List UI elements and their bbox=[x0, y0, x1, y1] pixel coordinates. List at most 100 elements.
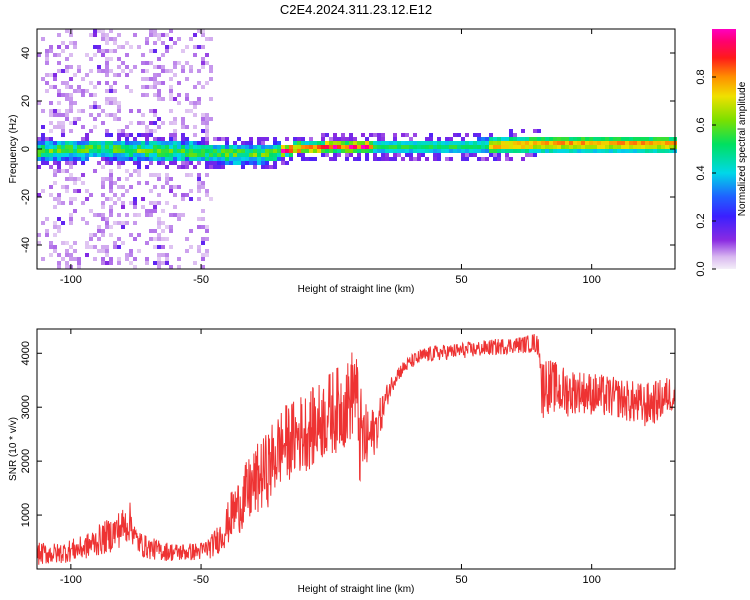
heatmap-cell bbox=[45, 81, 49, 85]
heatmap-cell bbox=[333, 149, 337, 153]
heatmap-cell bbox=[125, 53, 129, 57]
heatmap-cell bbox=[325, 141, 329, 145]
heatmap-cell bbox=[373, 149, 377, 153]
heatmap-cell bbox=[49, 49, 53, 53]
heatmap-cell bbox=[81, 161, 85, 165]
heatmap-cell bbox=[57, 193, 61, 197]
heatmap-cell bbox=[413, 133, 417, 137]
heatmap-cell bbox=[77, 109, 81, 113]
heatmap-cell bbox=[237, 153, 241, 157]
heatmap-cell bbox=[529, 153, 533, 157]
heatmap-cell bbox=[361, 133, 365, 137]
heatmap-cell bbox=[353, 137, 357, 141]
heatmap-cell bbox=[97, 29, 101, 33]
heatmap-cell bbox=[157, 117, 161, 121]
heatmap-cell bbox=[137, 161, 141, 165]
heatmap-cell bbox=[69, 101, 73, 105]
heatmap-cell bbox=[201, 181, 205, 185]
heatmap-cell bbox=[181, 125, 185, 129]
heatmap-cell bbox=[505, 157, 509, 161]
heatmap-cell bbox=[265, 161, 269, 165]
heatmap-cell bbox=[485, 137, 489, 141]
heatmap-cell bbox=[109, 189, 113, 193]
heatmap-cell bbox=[125, 137, 129, 141]
heatmap-cell bbox=[481, 145, 485, 149]
heatmap-cell bbox=[505, 141, 509, 145]
heatmap-cell bbox=[37, 193, 41, 197]
heatmap-cell bbox=[93, 257, 97, 261]
heatmap-cell bbox=[141, 149, 145, 153]
heatmap-cell bbox=[73, 189, 77, 193]
heatmap-cell bbox=[197, 217, 201, 221]
heatmap-cell bbox=[105, 73, 109, 77]
heatmap-cell bbox=[157, 145, 161, 149]
heatmap-cell bbox=[121, 153, 125, 157]
heatmap-cell bbox=[253, 161, 257, 165]
heatmap-cell bbox=[185, 153, 189, 157]
heatmap-cell bbox=[661, 149, 665, 153]
heatmap-cell bbox=[337, 153, 341, 157]
heatmap-cell bbox=[101, 141, 105, 145]
heatmap-cell bbox=[129, 69, 133, 73]
heatmap-cell bbox=[373, 157, 377, 161]
heatmap-cell bbox=[149, 213, 153, 217]
heatmap-cell bbox=[65, 93, 69, 97]
heatmap-cell bbox=[409, 141, 413, 145]
heatmap-cell bbox=[349, 149, 353, 153]
heatmap-cell bbox=[85, 157, 89, 161]
heatmap-cell bbox=[117, 245, 121, 249]
heatmap-cell bbox=[61, 241, 65, 245]
heatmap-cell bbox=[97, 105, 101, 109]
heatmap-cell bbox=[149, 145, 153, 149]
heatmap-cell bbox=[373, 145, 377, 149]
heatmap-cell bbox=[97, 229, 101, 233]
heatmap-cell bbox=[153, 121, 157, 125]
heatmap-cell bbox=[441, 145, 445, 149]
heatmap-cell bbox=[305, 157, 309, 161]
heatmap-cell bbox=[101, 49, 105, 53]
heatmap-cell bbox=[177, 37, 181, 41]
heatmap-cell bbox=[273, 157, 277, 161]
heatmap-cell bbox=[309, 157, 313, 161]
heatmap-cell bbox=[321, 141, 325, 145]
heatmap-cell bbox=[413, 157, 417, 161]
heatmap-cell bbox=[69, 173, 73, 177]
heatmap-cell bbox=[109, 57, 113, 61]
heatmap-cell bbox=[53, 157, 57, 161]
heatmap-cell bbox=[165, 225, 169, 229]
heatmap-cell bbox=[325, 145, 329, 149]
heatmap-cell bbox=[201, 57, 205, 61]
heatmap-cell bbox=[461, 153, 465, 157]
heatmap-cell bbox=[553, 149, 557, 153]
heatmap-cell bbox=[241, 161, 245, 165]
heatmap-cell bbox=[529, 149, 533, 153]
heatmap-cell bbox=[345, 137, 349, 141]
heatmap-cell bbox=[101, 181, 105, 185]
heatmap-cell bbox=[77, 265, 81, 269]
heatmap-cell bbox=[333, 153, 337, 157]
heatmap-cell bbox=[181, 137, 185, 141]
heatmap-cell bbox=[53, 85, 57, 89]
heatmap-cell bbox=[357, 157, 361, 161]
heatmap-cell bbox=[45, 229, 49, 233]
heatmap-cell bbox=[229, 157, 233, 161]
heatmap-cell bbox=[589, 141, 593, 145]
heatmap-cell bbox=[101, 177, 105, 181]
heatmap-cell bbox=[113, 101, 117, 105]
colorbar-tick-label: 0.2 bbox=[695, 213, 707, 228]
heatmap-cell bbox=[437, 141, 441, 145]
heatmap-cell bbox=[221, 153, 225, 157]
heatmap-cell bbox=[349, 145, 353, 149]
heatmap-cell bbox=[65, 161, 69, 165]
heatmap-cell bbox=[73, 249, 77, 253]
heatmap-cell bbox=[517, 145, 521, 149]
heatmap-cell bbox=[101, 245, 105, 249]
heatmap-cell bbox=[161, 33, 165, 37]
heatmap-cell bbox=[161, 41, 165, 45]
heatmap-cell bbox=[433, 141, 437, 145]
heatmap-cell bbox=[85, 197, 89, 201]
heatmap-cell bbox=[57, 145, 61, 149]
heatmap-cell bbox=[209, 157, 213, 161]
heatmap-cell bbox=[97, 145, 101, 149]
heatmap-cell bbox=[613, 145, 617, 149]
